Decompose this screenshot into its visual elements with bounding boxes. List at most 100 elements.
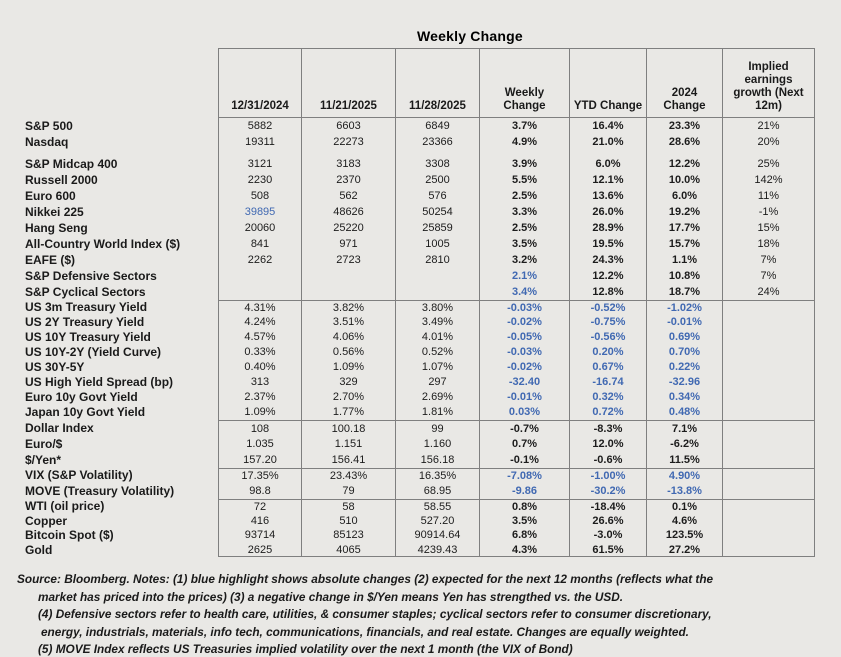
- value-cell: 4.06%: [302, 330, 396, 345]
- implied-growth-cell: [723, 405, 815, 420]
- change-cell: 0.70%: [647, 345, 723, 360]
- value-cell: 23.43%: [302, 468, 396, 484]
- change-cell: 2.5%: [480, 188, 570, 204]
- change-cell: 0.69%: [647, 330, 723, 345]
- implied-growth-cell: [723, 300, 815, 315]
- change-cell: 13.6%: [570, 188, 647, 204]
- report-title: Weekly Change: [417, 28, 523, 44]
- implied-growth-cell: 15%: [723, 220, 815, 236]
- value-cell: 39895: [218, 204, 302, 220]
- change-cell: 26.0%: [570, 204, 647, 220]
- value-cell: 508: [218, 188, 302, 204]
- value-cell: 25859: [396, 220, 480, 236]
- value-cell: 3183: [302, 150, 396, 172]
- value-cell: 329: [302, 375, 396, 390]
- value-cell: 16.35%: [396, 468, 480, 484]
- change-cell: 1.1%: [647, 252, 723, 268]
- value-cell: 98.8: [218, 483, 302, 499]
- row-label: US 10Y Treasury Yield: [25, 330, 151, 344]
- value-cell: 3.51%: [302, 315, 396, 330]
- table-row: VIX (S&P Volatility) 17.35% 23.43% 16.35% -7…: [0, 468, 815, 484]
- value-cell: 416: [218, 513, 302, 528]
- value-cell: 2262: [218, 252, 302, 268]
- value-cell: 157.20: [218, 452, 302, 468]
- change-cell: 3.3%: [480, 204, 570, 220]
- row-label: Dollar Index: [25, 421, 94, 435]
- value-cell: 4239.43: [396, 542, 480, 557]
- table-row: Euro 10y Govt Yield 2.37% 2.70% 2.69% -0.01%…: [0, 390, 815, 405]
- value-cell: 3121: [218, 150, 302, 172]
- row-label: Bitcoin Spot ($): [25, 528, 114, 542]
- implied-growth-cell: [723, 483, 815, 499]
- value-cell: 4.24%: [218, 315, 302, 330]
- implied-growth-cell: [723, 315, 815, 330]
- table-body: S&P 500 5882 6603 6849 3.7% 16.4% 23.3% 21% Nasd…: [0, 118, 815, 557]
- implied-growth-cell: [723, 345, 815, 360]
- change-cell: -30.2%: [570, 483, 647, 499]
- implied-growth-cell: -1%: [723, 204, 815, 220]
- value-cell: 2625: [218, 542, 302, 557]
- value-cell: 510: [302, 513, 396, 528]
- change-cell: 26.6%: [570, 513, 647, 528]
- change-cell: 5.5%: [480, 172, 570, 188]
- change-cell: 0.67%: [570, 360, 647, 375]
- row-label: EAFE ($): [25, 253, 76, 267]
- change-cell: 21.0%: [570, 134, 647, 150]
- value-cell: 1.81%: [396, 405, 480, 420]
- row-label: Nikkei 225: [25, 205, 84, 219]
- implied-growth-cell: 25%: [723, 150, 815, 172]
- change-cell: -0.52%: [570, 300, 647, 315]
- value-cell: 1.09%: [218, 405, 302, 420]
- change-cell: 123.5%: [647, 528, 723, 543]
- change-cell: -0.6%: [570, 452, 647, 468]
- value-cell: 68.95: [396, 483, 480, 499]
- value-cell: 1.160: [396, 436, 480, 452]
- table-row: US 30Y-5Y 0.40% 1.09% 1.07% -0.02% 0.67% 0.22%: [0, 360, 815, 375]
- implied-growth-cell: 18%: [723, 236, 815, 252]
- value-cell: 19311: [218, 134, 302, 150]
- change-cell: -16.74: [570, 375, 647, 390]
- value-cell: 0.33%: [218, 345, 302, 360]
- change-cell: -0.1%: [480, 452, 570, 468]
- change-cell: -0.75%: [570, 315, 647, 330]
- value-cell: 3308: [396, 150, 480, 172]
- change-cell: 2.5%: [480, 220, 570, 236]
- change-cell: 0.72%: [570, 405, 647, 420]
- change-cell: 0.22%: [647, 360, 723, 375]
- table-row: Russell 2000 2230 2370 2500 5.5% 12.1% 10.0% 14…: [0, 172, 815, 188]
- table-row: WTI (oil price) 72 58 58.55 0.8% -18.4% 0.1%: [0, 499, 815, 514]
- change-cell: 28.9%: [570, 220, 647, 236]
- col-header-implied-earnings-growth: Implied earnings growth (Next 12m): [723, 48, 815, 118]
- value-cell: 23366: [396, 134, 480, 150]
- note-line: market has priced into the prices) (3) a…: [38, 589, 623, 604]
- weekly-change-table: 12/31/2024 11/21/2025 11/28/2025 Weekly …: [0, 48, 815, 557]
- value-cell: 17.35%: [218, 468, 302, 484]
- row-label: All-Country World Index ($): [25, 237, 181, 251]
- table-row: Bitcoin Spot ($) 93714 85123 90914.64 6.8% -3…: [0, 528, 815, 543]
- note-line: (4) Defensive sectors refer to health ca…: [38, 607, 712, 622]
- value-cell: 1.035: [218, 436, 302, 452]
- row-label: Euro/$: [25, 437, 63, 451]
- change-cell: 10.8%: [647, 268, 723, 284]
- change-cell: 4.6%: [647, 513, 723, 528]
- change-cell: 3.5%: [480, 236, 570, 252]
- change-cell: 4.90%: [647, 468, 723, 484]
- change-cell: -7.08%: [480, 468, 570, 484]
- implied-growth-cell: [723, 542, 815, 557]
- table-row: Japan 10y Govt Yield 1.09% 1.77% 1.81% 0.03%…: [0, 405, 815, 420]
- row-label: S&P 500: [25, 119, 73, 133]
- value-cell: 85123: [302, 528, 396, 543]
- change-cell: 0.7%: [480, 436, 570, 452]
- change-cell: 0.48%: [647, 405, 723, 420]
- value-cell: 2.69%: [396, 390, 480, 405]
- value-cell: 576: [396, 188, 480, 204]
- implied-growth-cell: [723, 468, 815, 484]
- value-cell: [218, 284, 302, 300]
- value-cell: 58.55: [396, 499, 480, 514]
- value-cell: 58: [302, 499, 396, 514]
- change-cell: 18.7%: [647, 284, 723, 300]
- value-cell: 4.01%: [396, 330, 480, 345]
- change-cell: -0.56%: [570, 330, 647, 345]
- col-header-date-11-21-2025: 11/21/2025: [302, 48, 396, 118]
- change-cell: 3.2%: [480, 252, 570, 268]
